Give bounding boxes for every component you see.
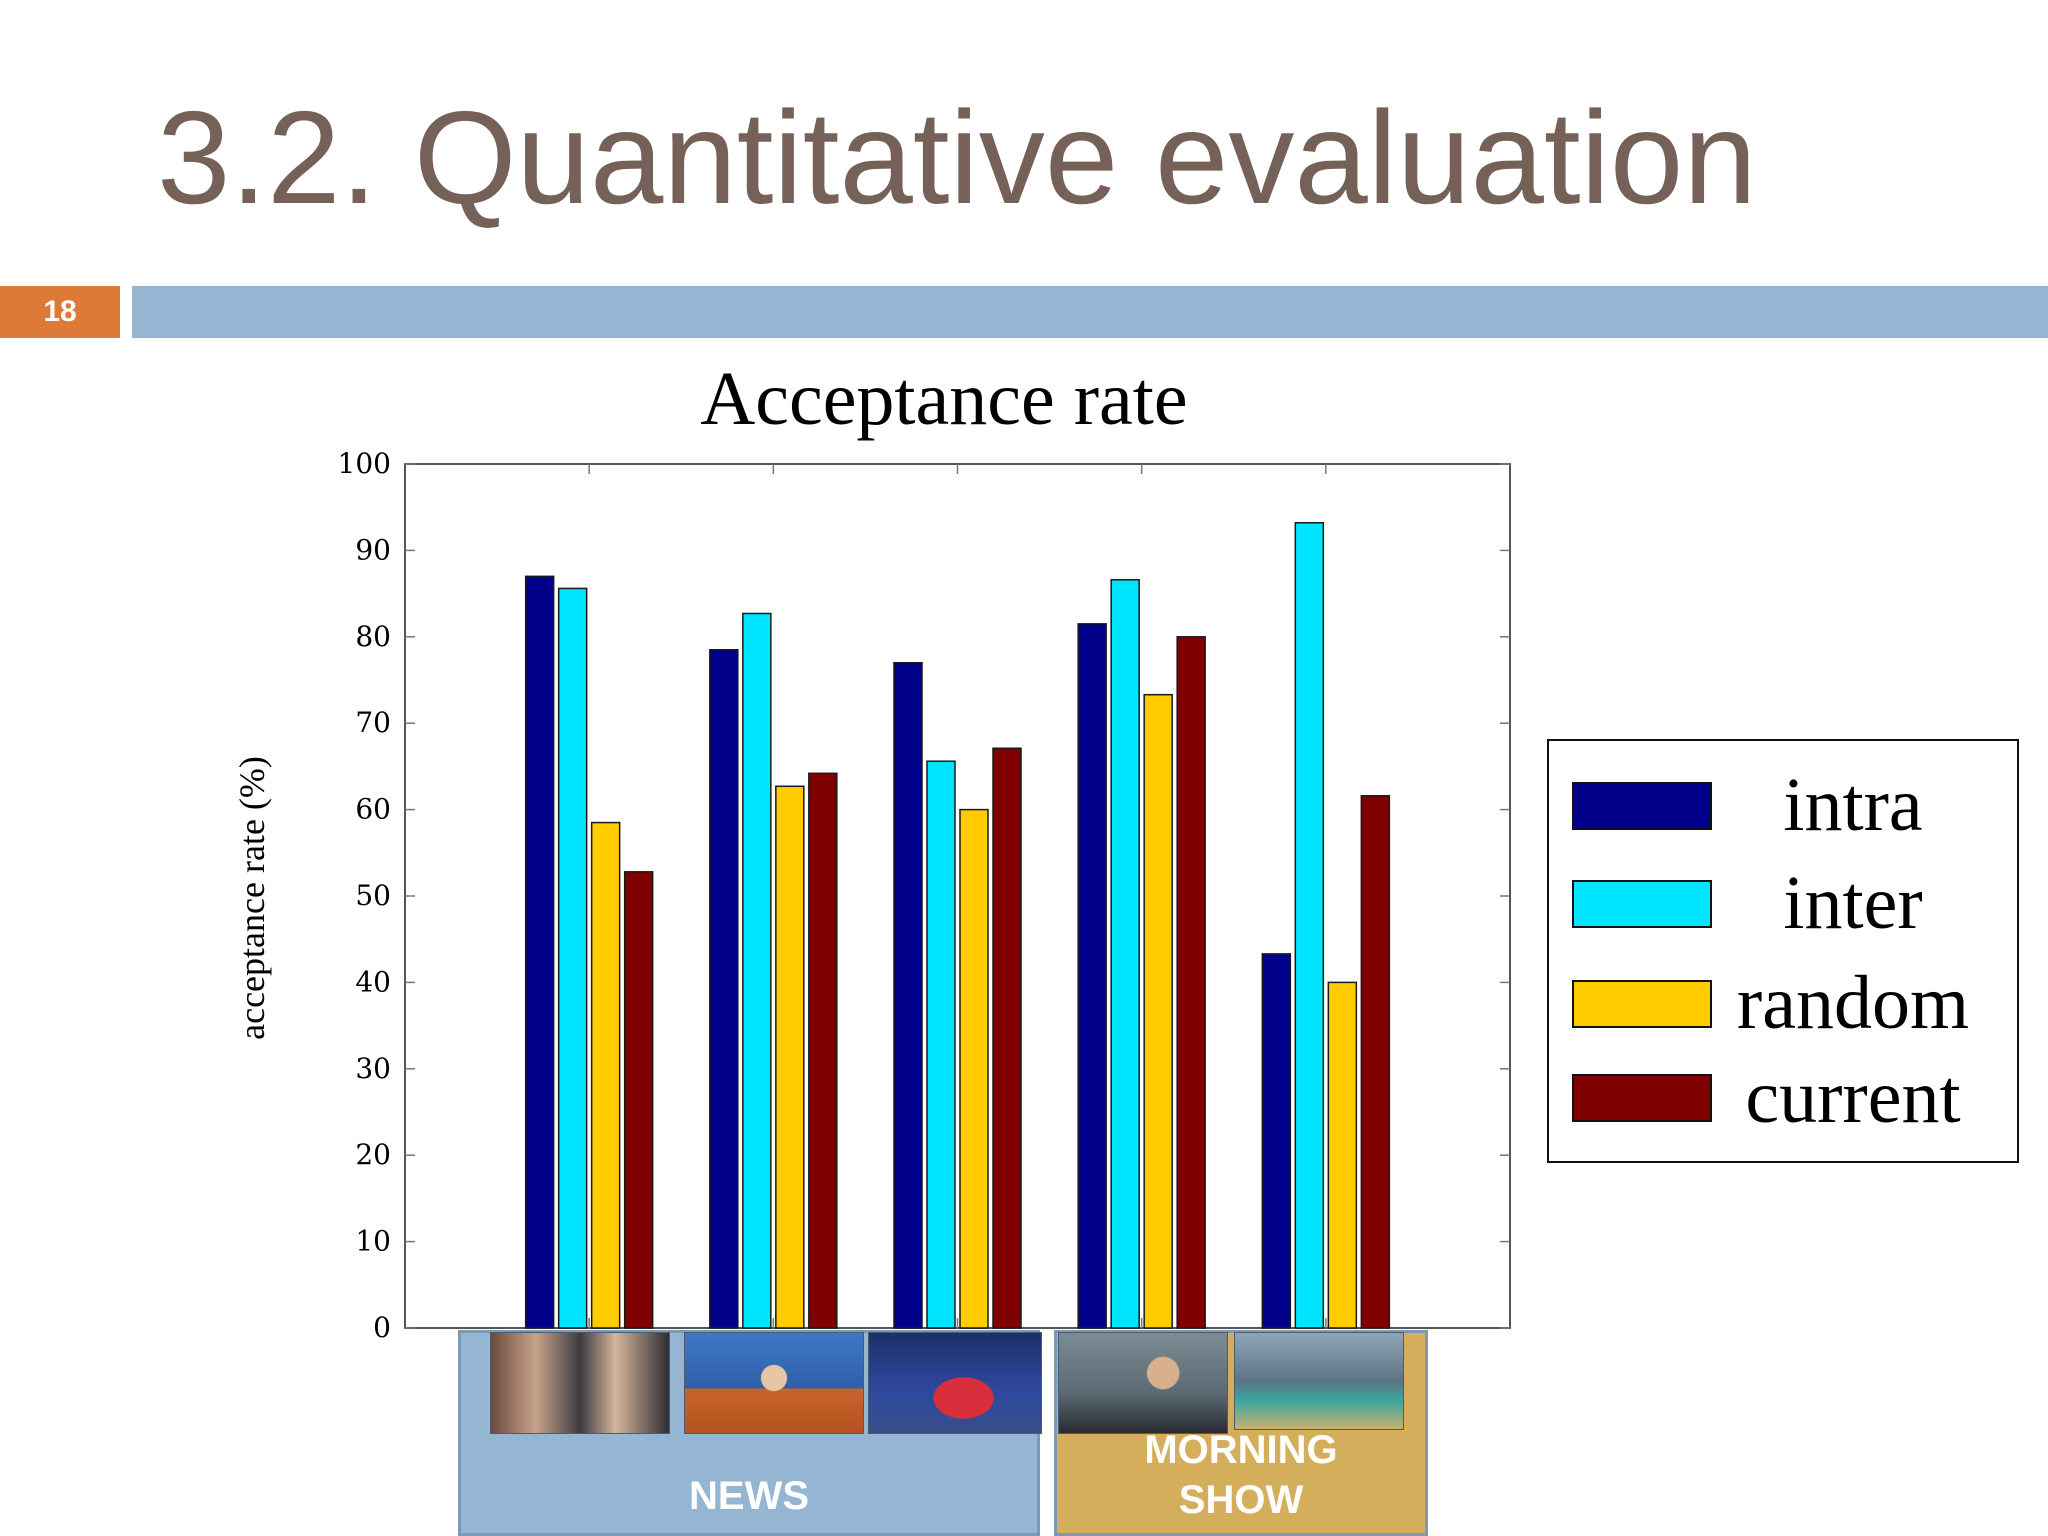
- bar-current-4: [1176, 636, 1206, 1329]
- bar-intra-2: [709, 649, 739, 1329]
- y-tick-label: 50: [355, 879, 391, 912]
- bar-inter-5: [1294, 522, 1325, 1329]
- y-tick-label: 30: [355, 1052, 391, 1085]
- news-group-label: NEWS: [689, 1474, 809, 1518]
- legend-swatch-current: [1572, 1074, 1712, 1122]
- legend-label-inter: inter: [1783, 861, 1922, 945]
- plot-frame: [404, 463, 1511, 1329]
- y-axis-label: acceptance rate (%): [232, 756, 272, 1040]
- bar-random-2: [775, 785, 805, 1329]
- title-divider-bar: [132, 286, 2048, 338]
- y-tick-label: 40: [355, 965, 391, 998]
- legend-label-random: random: [1737, 961, 1969, 1045]
- y-tick-label: 60: [355, 793, 391, 826]
- bar-inter-2: [742, 612, 772, 1329]
- bar-current-1: [623, 871, 654, 1329]
- bar-current-3: [992, 747, 1022, 1329]
- legend-swatch-intra: [1572, 782, 1712, 830]
- y-tick-label: 100: [338, 447, 391, 480]
- video-thumbnail-3: [868, 1332, 1042, 1434]
- bar-current-2: [808, 772, 838, 1329]
- bar-intra-1: [524, 575, 555, 1329]
- morning-show-label-line2: SHOW: [1178, 1478, 1304, 1522]
- y-tick-label: 20: [355, 1138, 391, 1171]
- bar-random-5: [1327, 981, 1358, 1329]
- bar-intra-4: [1077, 623, 1107, 1329]
- video-thumbnail-1: [490, 1332, 670, 1434]
- bar-random-4: [1143, 693, 1173, 1329]
- y-tick-label: 10: [355, 1225, 391, 1258]
- bar-intra-3: [893, 661, 923, 1329]
- bar-inter-1: [557, 587, 588, 1329]
- video-thumbnail-4: [1058, 1332, 1228, 1434]
- bar-random-3: [959, 808, 989, 1329]
- chart-title: Acceptance rate: [700, 357, 1187, 441]
- slide-title: 3.2. Quantitative evaluation: [157, 84, 1757, 231]
- legend-label-intra: intra: [1783, 763, 1922, 847]
- page-number-badge: 18: [0, 286, 120, 338]
- legend-swatch-inter: [1572, 880, 1712, 928]
- bar-inter-3: [926, 760, 956, 1329]
- y-tick-label: 70: [355, 706, 391, 739]
- legend-label-current: current: [1745, 1055, 1960, 1139]
- bar-random-1: [590, 821, 621, 1329]
- morning-show-label-line1: MORNING: [1144, 1428, 1338, 1472]
- y-tick-label: 80: [355, 620, 391, 653]
- bar-current-5: [1360, 795, 1391, 1329]
- legend-swatch-random: [1572, 980, 1712, 1028]
- video-thumbnail-5: [1234, 1332, 1404, 1430]
- video-thumbnail-2: [684, 1332, 864, 1434]
- bar-intra-5: [1261, 953, 1292, 1329]
- y-tick-label: 90: [355, 533, 391, 566]
- bar-inter-4: [1110, 579, 1140, 1329]
- y-tick-label: 0: [373, 1311, 391, 1344]
